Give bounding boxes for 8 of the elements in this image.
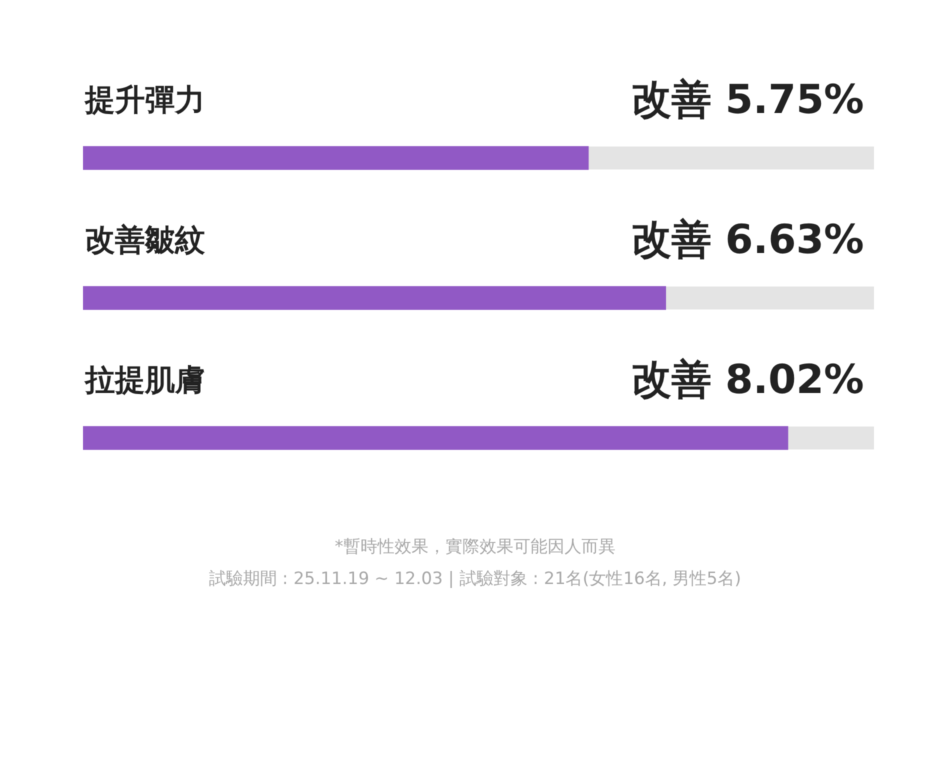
- text: 試驗期間 : 25.11.19 ~ 12.03 | 試驗對象 : 21名(女性16名, 男性5名): [208, 568, 742, 591]
- y-tick-label: 改善皺紋: [85, 223, 206, 258]
- y-tick-label: 提升彈力: [84, 83, 205, 118]
- data-label: 改善 6.63%: [631, 217, 864, 263]
- data-label: 改善 8.02%: [631, 357, 864, 403]
- y-tick-label: 拉提肌膚: [84, 363, 205, 398]
- text: *暫時性效果，實際效果可能因人而異: [334, 536, 616, 559]
- data-label: 改善 5.75%: [631, 77, 864, 123]
